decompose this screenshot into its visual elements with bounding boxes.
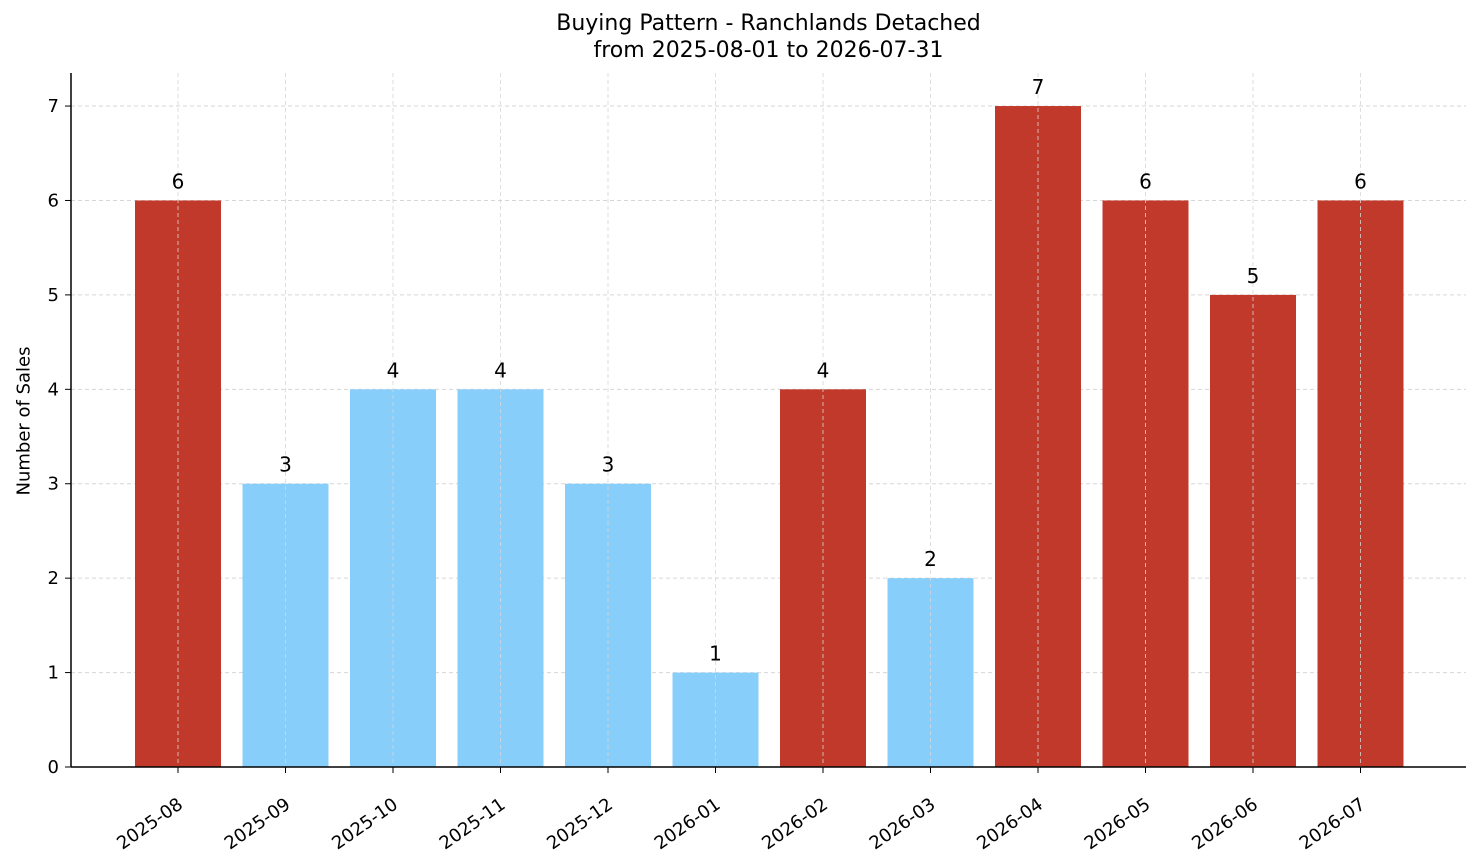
chart-title-block: Buying Pattern - Ranchlands Detached fro… [0,10,1481,64]
data-label: 4 [817,358,830,382]
x-tick-label: 2026-02 [758,794,832,854]
y-tick-label: 1 [48,663,59,684]
data-label: 4 [494,358,507,382]
data-label: 6 [1139,169,1152,193]
chart-title: Buying Pattern - Ranchlands Detached [556,11,981,36]
bar-2026-07 [1317,200,1404,768]
data-label: 3 [279,453,292,477]
x-tick-label: 2026-04 [973,794,1047,854]
data-labels-layer: 6 3 4 4 3 1 4 2 7 6 5 6 [172,75,1367,666]
y-tick-label: 5 [48,285,59,306]
x-tick-label: 2026-06 [1188,794,1262,854]
data-label: 6 [1354,169,1367,193]
y-tick-label: 7 [48,96,59,117]
axes-layer [70,73,1466,768]
x-tick-label: 2025-08 [113,794,187,854]
y-tick-label: 6 [48,190,59,211]
y-tick-label: 0 [48,757,59,778]
bars-layer [135,106,1404,768]
data-label: 1 [709,642,722,666]
bar-2026-03 [887,578,974,767]
x-tick-label: 2026-03 [866,794,940,854]
data-label: 7 [1032,75,1045,99]
x-tick-label: 2026-07 [1296,794,1370,854]
x-tick-label: 2025-09 [221,794,295,854]
y-tick-label: 3 [48,474,59,495]
bar-2025-08 [135,200,221,768]
x-tick-label: 2025-11 [436,794,510,854]
vertical-grid-layer [177,73,1361,767]
data-label: 4 [387,358,400,382]
data-label: 6 [172,169,185,193]
x-tick-label: 2026-05 [1081,794,1155,854]
data-label: 3 [602,453,615,477]
data-label: 2 [924,547,937,571]
bar-2026-04 [995,106,1081,768]
chart-subtitle: from 2025-08-01 to 2026-07-31 [593,38,944,63]
bar-2026-05 [1102,200,1189,768]
y-tick-label: 2 [48,568,59,589]
data-label: 5 [1247,264,1260,288]
x-tick-label: 2025-12 [543,794,617,854]
x-tick-label: 2026-01 [651,794,725,854]
x-tick-label: 2025-10 [328,794,402,854]
y-tick-label: 4 [48,379,59,400]
